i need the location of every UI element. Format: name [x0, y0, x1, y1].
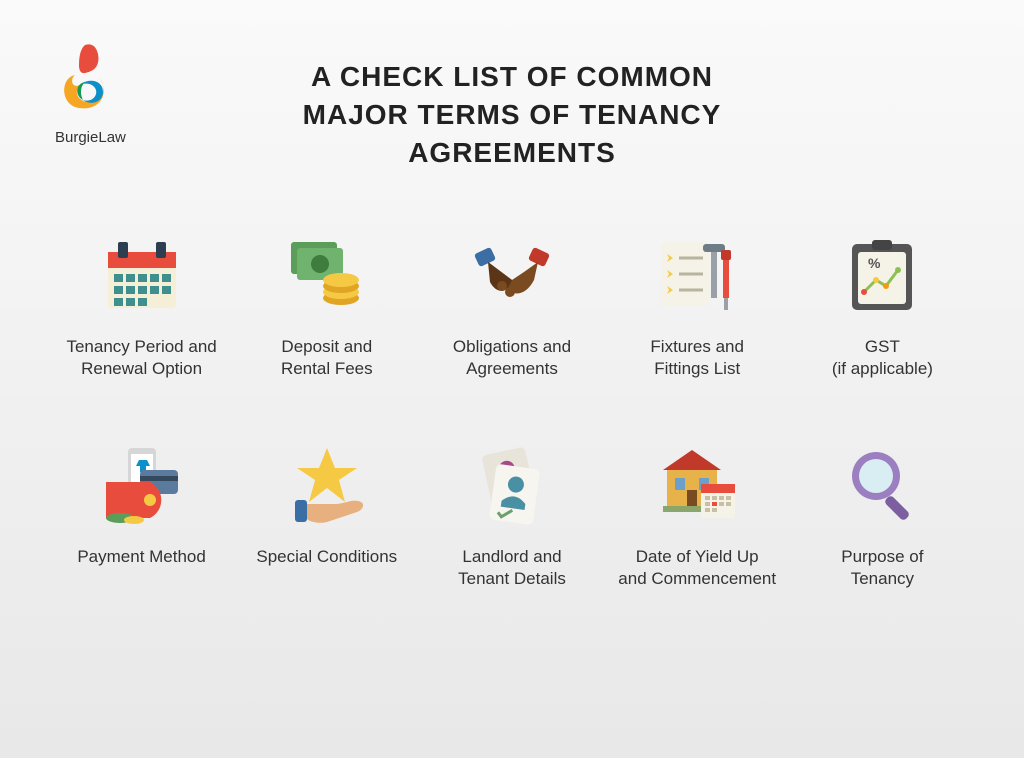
brand-name: BurgieLaw [55, 129, 126, 146]
item-yield-up: Date of Yield Up and Commencement [616, 440, 779, 590]
item-fixtures: Fixtures and Fittings List [616, 230, 779, 380]
item-tenancy-period: Tenancy Period and Renewal Option [60, 230, 223, 380]
item-special-conditions: Special Conditions [245, 440, 408, 590]
item-payment: Payment Method [60, 440, 223, 590]
items-grid: Tenancy Period and Renewal Option Deposi… [60, 230, 964, 590]
title-line-1: A CHECK LIST OF COMMON [256, 58, 768, 96]
payment-icon [98, 440, 186, 528]
item-label: Purpose of Tenancy [841, 546, 923, 590]
item-landlord-tenant: Landlord and Tenant Details [430, 440, 593, 590]
calendar-icon [98, 230, 186, 318]
item-deposit: Deposit and Rental Fees [245, 230, 408, 380]
item-label: Fixtures and Fittings List [650, 336, 744, 380]
item-label: Deposit and Rental Fees [281, 336, 373, 380]
magnifier-icon [838, 440, 926, 528]
gst-icon: % [838, 230, 926, 318]
building-calendar-icon [653, 440, 741, 528]
page-title: A CHECK LIST OF COMMON MAJOR TERMS OF TE… [256, 58, 768, 171]
id-cards-icon [468, 440, 556, 528]
item-label: GST (if applicable) [832, 336, 933, 380]
clipboard-tools-icon [653, 230, 741, 318]
item-gst: % GST (if applicable) [801, 230, 964, 380]
money-icon [283, 230, 371, 318]
item-label: Tenancy Period and Renewal Option [66, 336, 216, 380]
item-label: Date of Yield Up and Commencement [618, 546, 776, 590]
title-line-2: MAJOR TERMS OF TENANCY AGREEMENTS [256, 96, 768, 172]
handshake-icon [468, 230, 556, 318]
svg-text:%: % [868, 255, 881, 271]
item-obligations: Obligations and Agreements [430, 230, 593, 380]
star-hand-icon [283, 440, 371, 528]
item-label: Landlord and Tenant Details [458, 546, 566, 590]
item-label: Special Conditions [256, 546, 397, 568]
logo-icon [55, 40, 125, 120]
item-label: Payment Method [77, 546, 206, 568]
item-label: Obligations and Agreements [453, 336, 571, 380]
item-purpose: Purpose of Tenancy [801, 440, 964, 590]
brand-logo: BurgieLaw [55, 40, 126, 146]
